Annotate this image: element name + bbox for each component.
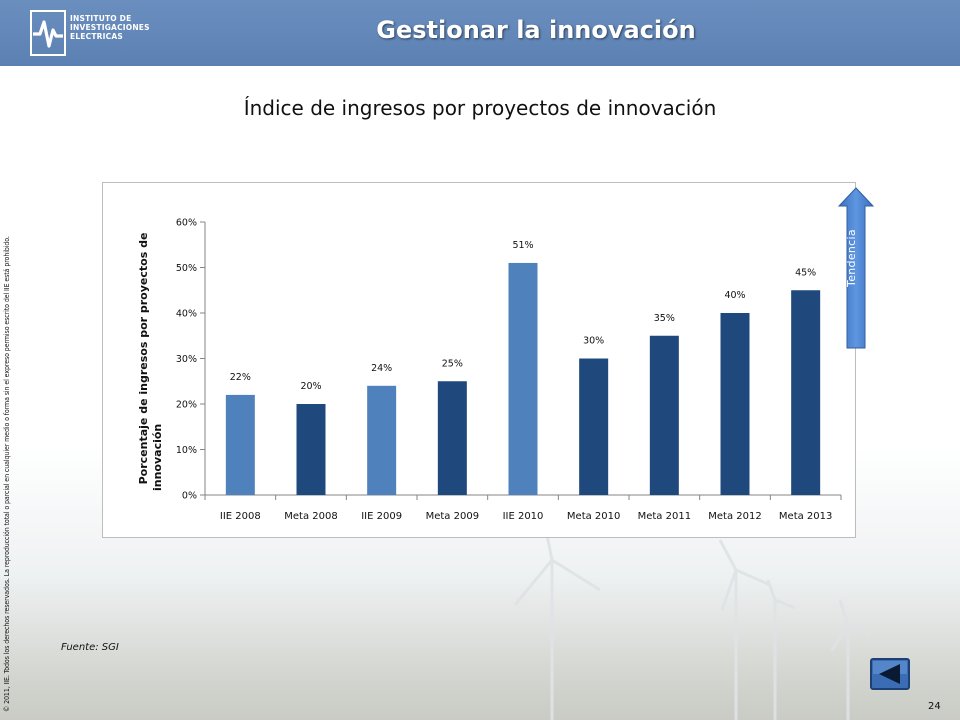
y-tick-label: 30%: [176, 354, 197, 365]
x-tick-label: Meta 2011: [638, 511, 691, 522]
bar: [508, 262, 538, 495]
y-tick-label: 10%: [176, 445, 197, 456]
x-tick-label: IIE 2009: [361, 511, 402, 522]
x-tick-label: Meta 2010: [567, 511, 620, 522]
logo-text: INSTITUTO DE INVESTIGACIONES ELECTRICAS: [70, 14, 150, 41]
y-tick-label: 60%: [176, 218, 197, 229]
bar: [225, 394, 255, 495]
bar: [720, 313, 750, 495]
bar: [296, 404, 326, 495]
data-label: 30%: [583, 336, 604, 347]
bar: [367, 385, 397, 495]
data-label: 35%: [654, 313, 675, 324]
y-tick-label: 50%: [176, 263, 197, 274]
data-label: 25%: [442, 358, 463, 369]
header-title: Gestionar la innovación: [376, 16, 696, 44]
x-tick-label: Meta 2013: [779, 511, 832, 522]
slide-title: Índice de ingresos por proyectos de inno…: [243, 96, 717, 120]
data-label: 51%: [512, 240, 533, 251]
y-tick-label: 0%: [182, 491, 197, 502]
source-note: Fuente: SGI: [61, 642, 119, 653]
y-tick-label: 40%: [176, 309, 197, 320]
data-label: 40%: [724, 290, 745, 301]
logo-line: INVESTIGACIONES: [70, 23, 150, 32]
data-label: 22%: [230, 372, 251, 383]
header-bar: INSTITUTO DE INVESTIGACIONES ELECTRICAS …: [0, 0, 960, 66]
x-tick-label: Meta 2012: [708, 511, 761, 522]
chart-container: 0% 10% 20% 30% 40% 50% 60% 22% IIE 2008 20% Meta 2…: [102, 182, 856, 538]
copyright-notice: © 2011, IIE. Todos los derechos reservad…: [3, 236, 11, 712]
bar: [579, 358, 609, 495]
x-tick-label: Meta 2008: [284, 511, 337, 522]
y-axis-title-line: Porcentaje de ingresos por proyectos de: [137, 233, 150, 485]
x-tick-label: IIE 2008: [220, 511, 261, 522]
x-tick-label: IIE 2010: [503, 511, 544, 522]
y-tick-label: 20%: [176, 400, 197, 411]
page-number: 24: [928, 701, 941, 712]
bar: [437, 381, 467, 495]
bar-chart: 0% 10% 20% 30% 40% 50% 60% 22% IIE 2008 20% Meta 2…: [137, 218, 842, 522]
bar: [649, 335, 679, 495]
x-tick-label: Meta 2009: [426, 511, 479, 522]
y-axis-title-line: innovación: [151, 424, 164, 491]
back-nav-button[interactable]: [870, 658, 910, 690]
trend-label: Tendencia: [845, 229, 858, 287]
data-label: 45%: [795, 267, 816, 278]
bar: [791, 290, 821, 495]
trend-up-arrow-icon: [837, 187, 875, 349]
y-axis-title: Porcentaje de ingresos por proyectos de i…: [137, 233, 164, 491]
data-label: 20%: [300, 381, 321, 392]
back-arrow-icon: [879, 664, 900, 684]
data-label: 24%: [371, 363, 392, 374]
logo-line: ELECTRICAS: [70, 32, 123, 41]
iie-logo-icon: [30, 10, 66, 56]
logo-line: INSTITUTO DE: [70, 14, 132, 23]
